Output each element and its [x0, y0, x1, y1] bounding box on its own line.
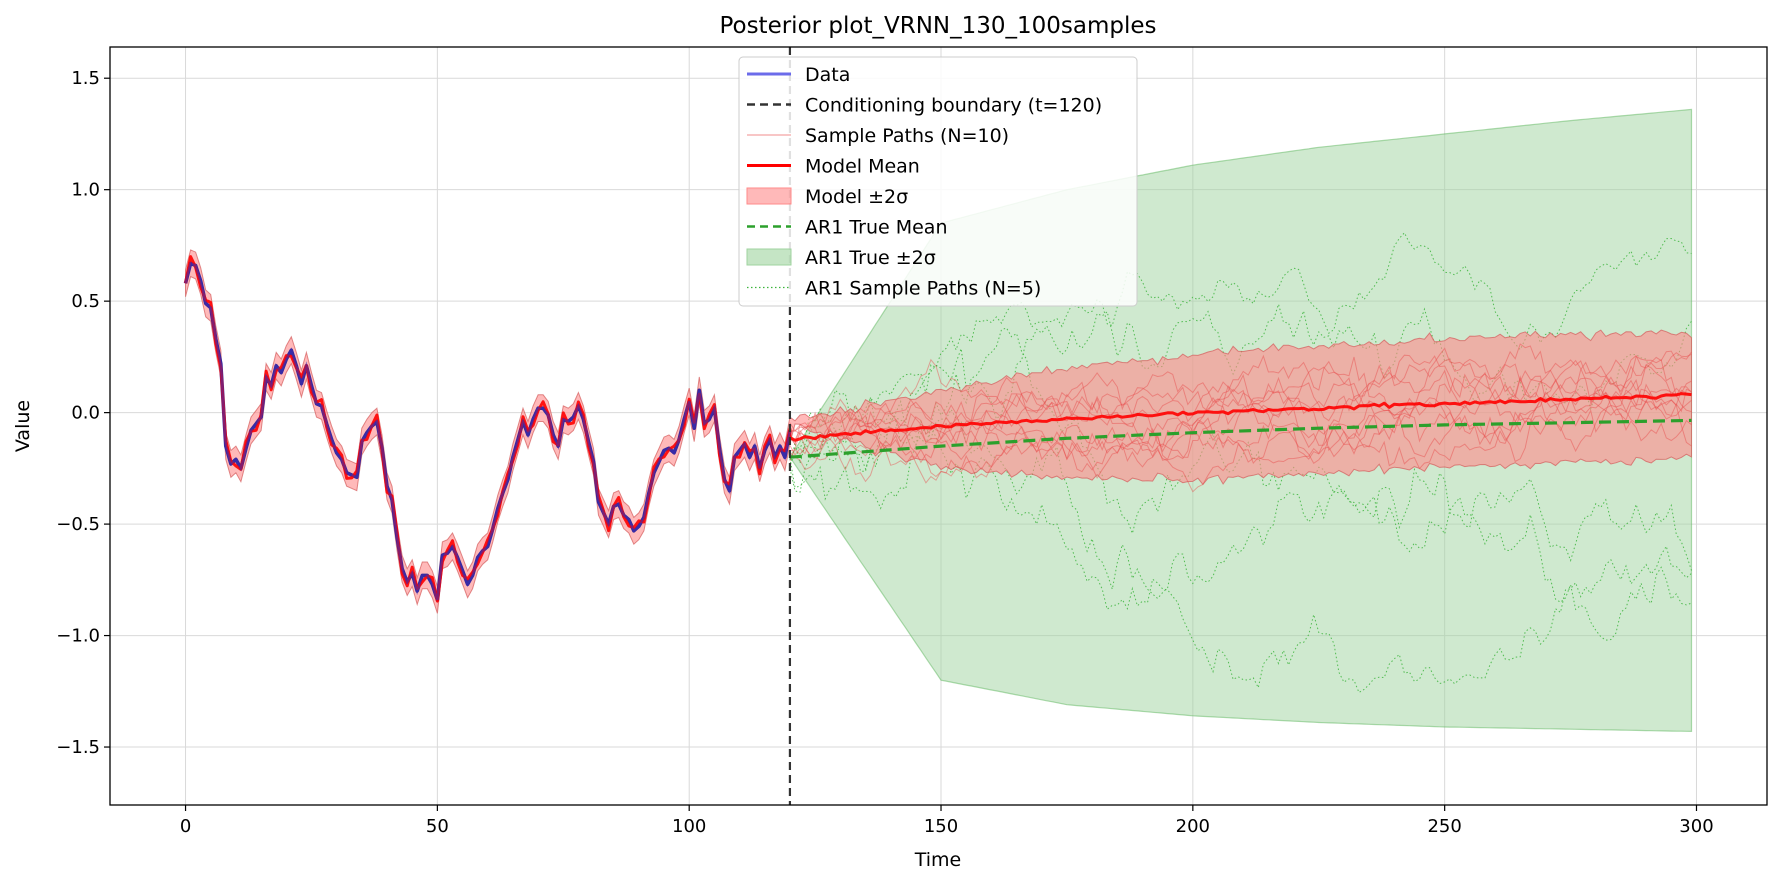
x-tick-label: 100 — [672, 816, 706, 837]
legend-label-ar1_band: AR1 True ±2σ — [805, 247, 936, 269]
legend-label-ar1_mean: AR1 True Mean — [805, 217, 948, 239]
y-tick-label: −1.5 — [56, 737, 100, 758]
data-line-overlay — [184, 261, 792, 601]
model-sample-path — [789, 404, 1692, 493]
y-tick-label: −0.5 — [56, 514, 100, 535]
model-sample-path — [789, 355, 1692, 434]
y-tick-label: 1.5 — [71, 68, 100, 89]
model-band — [185, 249, 1692, 614]
y-tick-label: −1.0 — [56, 626, 100, 647]
x-tick-label: 250 — [1427, 816, 1461, 837]
x-axis-label: Time — [914, 849, 962, 871]
legend-swatch-model_band — [746, 187, 792, 205]
x-tick-label: 300 — [1679, 816, 1713, 837]
legend-label-ar1_samples: AR1 Sample Paths (N=5) — [805, 278, 1041, 300]
y-tick-label: 0.5 — [71, 291, 100, 312]
y-axis-label: Value — [12, 400, 34, 452]
legend-label-model_mean: Model Mean — [805, 156, 920, 178]
ar1-mean-line — [789, 418, 1692, 459]
legend: Data Conditioning boundary (t=120) Sample … — [738, 56, 1138, 307]
legend-swatch-ar1_band — [746, 248, 792, 266]
model-sample-path — [789, 398, 1692, 479]
legend-label-boundary: Conditioning boundary (t=120) — [805, 95, 1102, 117]
y-tick-label: 0.0 — [71, 403, 100, 424]
x-tick-label: 200 — [1176, 816, 1210, 837]
model-sample-path — [789, 354, 1692, 446]
y-tick-label: 1.0 — [71, 180, 100, 201]
x-tick-label: 150 — [924, 816, 958, 837]
legend-label-data: Data — [805, 64, 850, 86]
plot-frame — [109, 46, 1768, 806]
axis-layer: 0 50 100 150 200 250 300 −1.5 −1.0 −0.5 0.0 0.5 1.0 1… — [56, 68, 1713, 837]
x-tick-label: 50 — [426, 816, 449, 837]
legend-label-model_band: Model ±2σ — [805, 186, 908, 208]
chart-title: Posterior plot_VRNN_130_100samples — [719, 13, 1156, 39]
x-tick-label: 0 — [180, 816, 191, 837]
model-sample-path — [789, 343, 1692, 445]
legend-label-samples: Sample Paths (N=10) — [805, 125, 1009, 147]
model-mean-line — [184, 255, 1692, 603]
ar1-sample-path — [789, 399, 1692, 641]
legend-box — [738, 56, 1138, 307]
model-sample-path — [789, 383, 1692, 471]
